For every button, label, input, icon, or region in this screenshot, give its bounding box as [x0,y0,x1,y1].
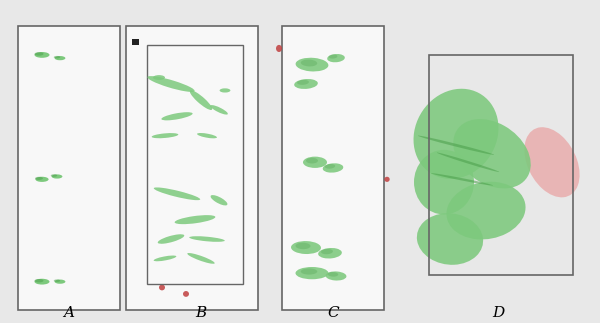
Ellipse shape [329,55,337,58]
Ellipse shape [296,267,329,279]
Text: C: C [327,306,339,320]
Text: A: A [64,306,74,320]
Ellipse shape [294,79,318,89]
Bar [429,55,573,275]
Ellipse shape [297,80,309,85]
Ellipse shape [175,215,215,224]
Ellipse shape [35,177,43,180]
Ellipse shape [161,112,193,120]
Ellipse shape [413,89,499,179]
Ellipse shape [296,243,310,249]
Ellipse shape [431,173,493,185]
Text: B: B [196,306,206,320]
Ellipse shape [35,177,49,182]
Ellipse shape [327,54,345,62]
Ellipse shape [318,248,342,258]
Bar [147,45,243,284]
Ellipse shape [55,56,65,60]
Ellipse shape [35,52,44,56]
Ellipse shape [170,54,178,62]
Ellipse shape [418,136,494,155]
Ellipse shape [159,285,165,290]
Ellipse shape [54,56,60,58]
Ellipse shape [437,152,499,172]
Ellipse shape [524,127,580,197]
Ellipse shape [384,177,390,182]
Bar [282,26,384,310]
Bar [18,26,120,310]
Ellipse shape [152,133,178,138]
Ellipse shape [54,279,60,282]
Ellipse shape [190,90,212,110]
Ellipse shape [153,75,165,80]
Ellipse shape [276,45,282,52]
Bar [132,39,139,45]
Ellipse shape [325,164,335,169]
Ellipse shape [197,133,217,138]
Ellipse shape [35,52,50,58]
Ellipse shape [414,150,474,214]
Ellipse shape [35,279,50,285]
Ellipse shape [306,158,318,163]
Ellipse shape [296,58,328,71]
Ellipse shape [154,255,176,261]
Ellipse shape [446,182,526,239]
Ellipse shape [211,195,227,205]
Ellipse shape [51,174,57,177]
Ellipse shape [303,157,327,168]
Ellipse shape [187,253,215,264]
Ellipse shape [301,59,317,67]
Ellipse shape [154,187,200,200]
Ellipse shape [148,76,194,92]
Ellipse shape [326,271,346,281]
Ellipse shape [158,234,184,244]
Bar [126,26,258,310]
Ellipse shape [291,241,321,254]
Ellipse shape [301,268,317,275]
Ellipse shape [453,119,531,188]
Ellipse shape [220,89,230,93]
Ellipse shape [189,236,225,242]
Ellipse shape [321,249,333,254]
Ellipse shape [183,291,189,297]
Ellipse shape [35,279,44,282]
Text: D: D [492,306,504,320]
Ellipse shape [52,174,62,179]
Ellipse shape [323,163,343,172]
Ellipse shape [328,272,338,276]
Ellipse shape [210,105,228,115]
Ellipse shape [55,280,65,284]
Ellipse shape [417,213,483,265]
